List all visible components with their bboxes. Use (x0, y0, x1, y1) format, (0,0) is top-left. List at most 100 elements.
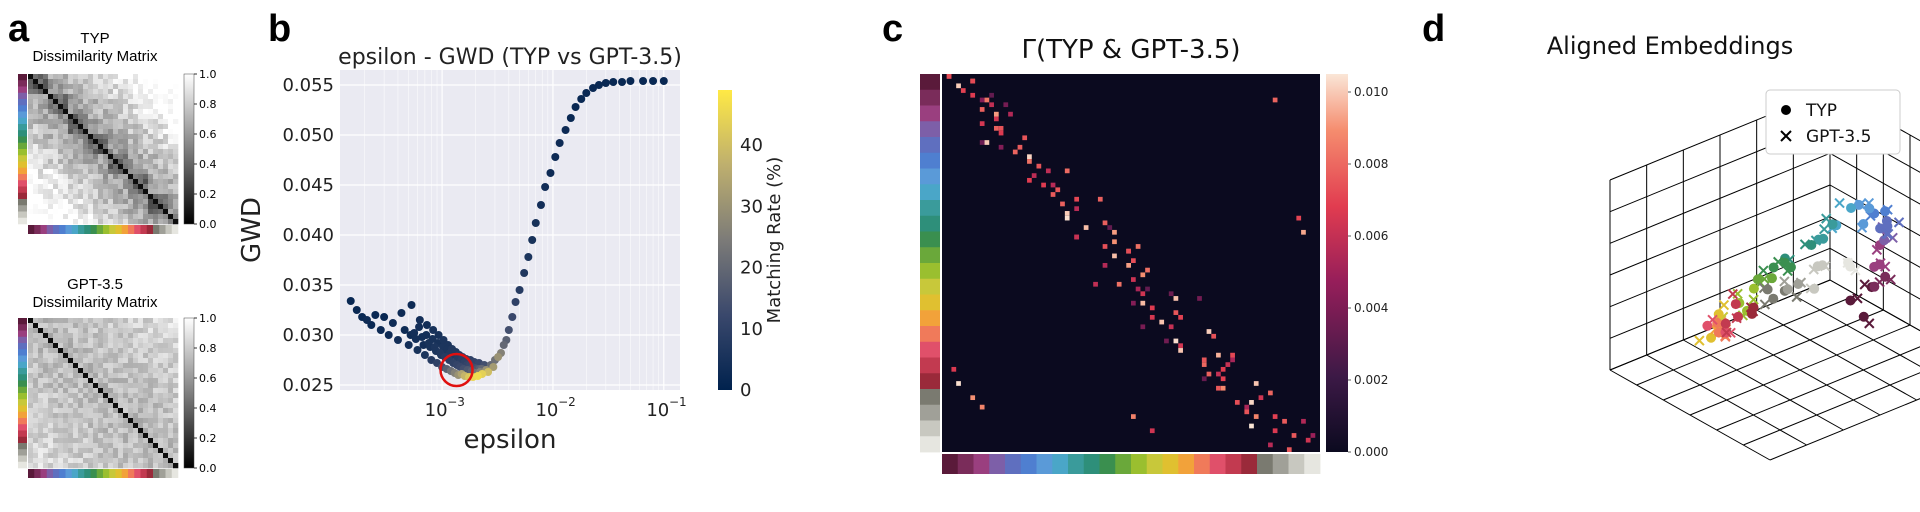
matrix-cell (88, 328, 94, 334)
gpt-matrix-title-line1: GPT-3.5 (67, 276, 123, 293)
transport-cell (1225, 362, 1231, 367)
matrix-cell (43, 79, 49, 85)
matrix-cell (128, 428, 134, 434)
matrix-cell (83, 149, 89, 155)
matrix-cell (123, 323, 129, 329)
matrix-cell (118, 333, 124, 339)
matrix-cell (43, 159, 49, 165)
matrix-cell (163, 159, 169, 165)
matrix-cell (118, 428, 124, 434)
matrix-cell (153, 338, 159, 344)
matrix-cell (158, 408, 164, 414)
matrix-cell (78, 219, 84, 225)
matrix-cell (98, 184, 104, 190)
matrix-cell (153, 348, 159, 354)
matrix-cell (103, 79, 109, 85)
matrix-cell (113, 154, 119, 160)
matrix-cell (158, 448, 164, 454)
matrix-cell (68, 209, 74, 215)
matrix-cell (38, 79, 44, 85)
matrix-cell (138, 79, 144, 85)
matrix-cell (138, 428, 144, 434)
category-color-bottom (53, 225, 60, 234)
typ-point (1782, 284, 1793, 295)
matrix-cell (98, 453, 104, 459)
matrix-cell (73, 164, 79, 170)
matrix-cell (68, 199, 74, 205)
matrix-cell (98, 333, 104, 339)
matrix-cell (118, 179, 124, 185)
category-color-left (18, 355, 27, 363)
matrix-cell (53, 388, 59, 394)
matrix-cell (68, 179, 74, 185)
matrix-cell (58, 114, 64, 120)
matrix-cell (103, 328, 109, 334)
matrix-cell (128, 169, 134, 175)
category-color-left (18, 74, 27, 81)
matrix-cell (73, 418, 79, 424)
matrix-cell (168, 428, 174, 434)
category-color-left (920, 294, 940, 311)
matrix-cell (173, 194, 179, 200)
matrix-cell (158, 149, 164, 155)
matrix-cell (53, 164, 59, 170)
matrix-cell (53, 458, 59, 464)
matrix-cell (148, 458, 154, 464)
matrix-cell (103, 214, 109, 220)
matrix-cell (108, 84, 114, 90)
matrix-cell (113, 164, 119, 170)
matrix-cell (88, 458, 94, 464)
matrix-cell (58, 448, 64, 454)
matrix-cell (168, 388, 174, 394)
matrix-cell (128, 373, 134, 379)
matrix-cell (83, 159, 89, 165)
matrix-cell (133, 214, 139, 220)
matrix-cell (163, 428, 169, 434)
matrix-cell (88, 448, 94, 454)
matrix-cell (43, 393, 49, 399)
matrix-cell (38, 398, 44, 404)
matrix-cell (113, 383, 119, 389)
matrix-cell (103, 169, 109, 175)
matrix-cell (128, 318, 134, 324)
matrix-cell (78, 89, 84, 95)
matrix-cell (108, 398, 114, 404)
matrix-cell (98, 318, 104, 324)
category-color-left (920, 278, 940, 295)
matrix-cell (28, 144, 34, 150)
matrix-cell (73, 443, 79, 449)
matrix-cell (48, 403, 54, 409)
matrix-cell (143, 413, 149, 419)
matrix-cell (53, 333, 59, 339)
matrix-cell (78, 378, 84, 384)
matrix-cell (78, 124, 84, 130)
matrix-cell (78, 214, 84, 220)
matrix-cell (43, 74, 49, 80)
matrix-cell (28, 149, 34, 155)
category-color-bottom (957, 454, 974, 474)
matrix-cell (138, 219, 144, 225)
matrix-cell (148, 129, 154, 135)
matrix-cell (148, 408, 154, 414)
matrix-cell (63, 388, 69, 394)
matrix-cell (158, 179, 164, 185)
matrix-cell (103, 438, 109, 444)
matrix-cell (43, 368, 49, 374)
matrix-cell (153, 458, 159, 464)
matrix-cell (43, 373, 49, 379)
matrix-cell (43, 388, 49, 394)
matrix-cell (43, 189, 49, 195)
scatter-point (415, 316, 424, 324)
matrix-cell (118, 184, 124, 190)
category-color-left (18, 336, 27, 344)
transport-cell (1074, 206, 1080, 212)
matrix-cell (78, 318, 84, 324)
transport-cell (956, 83, 961, 89)
matrix-cell (153, 179, 159, 185)
matrix-cell (123, 408, 129, 414)
matrix-cell (68, 363, 74, 369)
matrix-cell (143, 144, 149, 150)
matrix-cell (113, 413, 119, 419)
matrix-cell (48, 149, 54, 155)
panel-letter-d: d (1422, 8, 1446, 50)
